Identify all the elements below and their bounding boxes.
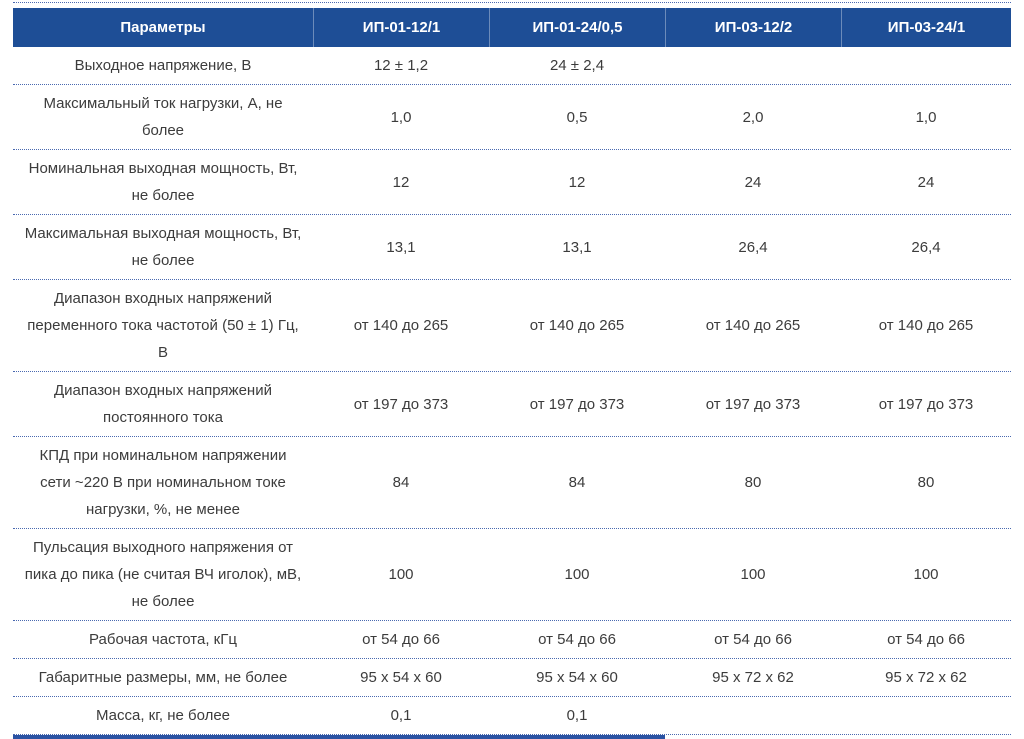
value-cell: от 54 до 66 <box>887 631 965 648</box>
table-row: Выходное напряжение, В 12 ± 1,2 24 ± 2,4 <box>13 47 1011 85</box>
value-cell: 26,4 <box>911 238 941 256</box>
table-row: Габаритные размеры, мм, не более 95 x 54… <box>13 659 1011 697</box>
column-header-ip-01-24-05: ИП-01-24/0,5 <box>489 8 665 47</box>
value-cell: 100 <box>913 566 939 583</box>
table-row: Диапазон входных напряжений переменного … <box>13 280 1011 372</box>
table-row: Рабочая частота, кГц от 54 до 66 от 54 д… <box>13 621 1011 659</box>
value-cell: 100 <box>740 566 766 583</box>
table-header-row: Параметры ИП-01-12/1 ИП-01-24/0,5 ИП-03-… <box>13 8 1011 47</box>
value-cell: 24 <box>917 173 935 191</box>
parameter-name-cell: Диапазон входных напряжений переменного … <box>27 290 299 361</box>
table-top-border <box>13 2 1011 8</box>
value-cell: 1,0 <box>915 108 937 126</box>
parameter-name-cell: КПД при номинальном напряжении сети ~220… <box>39 447 287 518</box>
parameter-name-cell: Максимальная выходная мощность, Вт, не б… <box>24 225 302 269</box>
value-cell: 95 x 72 x 62 <box>712 669 794 686</box>
value-cell: от 54 до 66 <box>362 631 440 648</box>
parameter-name-cell: Пульсация выходного напряжения от пика д… <box>24 539 302 610</box>
value-cell: 80 <box>744 474 762 491</box>
parameter-name-cell: Максимальный ток нагрузки, А, не более <box>43 95 283 139</box>
value-cell: от 54 до 66 <box>714 631 792 648</box>
value-cell: 84 <box>568 474 586 491</box>
value-cell: 100 <box>388 566 414 583</box>
value-cell: 1,0 <box>390 108 412 126</box>
value-cell: 80 <box>917 474 935 491</box>
value-cell: 2,0 <box>742 108 764 126</box>
table-row: Пульсация выходного напряжения от пика д… <box>13 529 1011 621</box>
parameter-name-cell: Масса, кг, не более <box>95 707 231 724</box>
value-cell: 84 <box>392 474 410 491</box>
value-cell: от 140 до 265 <box>705 317 801 334</box>
table-row: Максимальная выходная мощность, Вт, не б… <box>13 215 1011 280</box>
value-cell: от 197 до 373 <box>705 395 801 413</box>
table-row: Максимальный ток нагрузки, А, не более 1… <box>13 85 1011 150</box>
parameter-name-cell: Габаритные размеры, мм, не более <box>38 669 288 686</box>
value-cell: 95 x 54 x 60 <box>536 669 618 686</box>
column-header-ip-03-12-2: ИП-03-12/2 <box>665 8 841 47</box>
value-cell: 100 <box>564 566 590 583</box>
value-cell: 13,1 <box>386 238 416 256</box>
value-cell: 24 <box>744 173 762 191</box>
value-cell: от 54 до 66 <box>538 631 616 648</box>
value-cell: от 197 до 373 <box>529 395 625 413</box>
value-cell: 12 ± 1,2 <box>373 57 429 74</box>
value-cell: 24 ± 2,4 <box>549 57 605 74</box>
parameter-name-cell: Выходное напряжение, В <box>74 57 252 74</box>
value-cell: 13,1 <box>562 238 592 256</box>
table-body: Выходное напряжение, В 12 ± 1,2 24 ± 2,4… <box>13 47 1011 735</box>
value-cell: 95 x 72 x 62 <box>885 669 967 686</box>
column-header-ip-03-24-1: ИП-03-24/1 <box>841 8 1011 47</box>
value-cell: 12 <box>392 173 410 191</box>
value-cell: 26,4 <box>738 238 768 256</box>
table-row: Масса, кг, не более 0,1 0,1 <box>13 697 1011 735</box>
value-cell: от 140 до 265 <box>529 317 625 334</box>
value-cell: 0,1 <box>566 707 588 724</box>
table-row: Номинальная выходная мощность, Вт, не бо… <box>13 150 1011 215</box>
value-cell: от 140 до 265 <box>878 317 974 334</box>
column-header-ip-01-12-1: ИП-01-12/1 <box>313 8 489 47</box>
parameter-name-cell: Номинальная выходная мощность, Вт, не бо… <box>28 160 298 204</box>
table-row: КПД при номинальном напряжении сети ~220… <box>13 437 1011 529</box>
value-cell: от 197 до 373 <box>878 395 974 413</box>
parameter-name-cell: Рабочая частота, кГц <box>89 631 237 648</box>
column-header-parameters: Параметры <box>120 19 206 36</box>
value-cell: 12 <box>568 173 586 191</box>
value-cell: от 197 до 373 <box>353 395 449 413</box>
value-cell: 95 x 54 x 60 <box>360 669 442 686</box>
parameter-name-cell: Диапазон входных напряжений постоянного … <box>54 382 272 426</box>
value-cell: от 140 до 265 <box>353 317 449 334</box>
spec-table: Параметры ИП-01-12/1 ИП-01-24/0,5 ИП-03-… <box>13 2 1011 739</box>
value-cell: 0,1 <box>390 707 412 724</box>
table-row: Диапазон входных напряжений постоянного … <box>13 372 1011 437</box>
value-cell: 0,5 <box>566 108 588 126</box>
